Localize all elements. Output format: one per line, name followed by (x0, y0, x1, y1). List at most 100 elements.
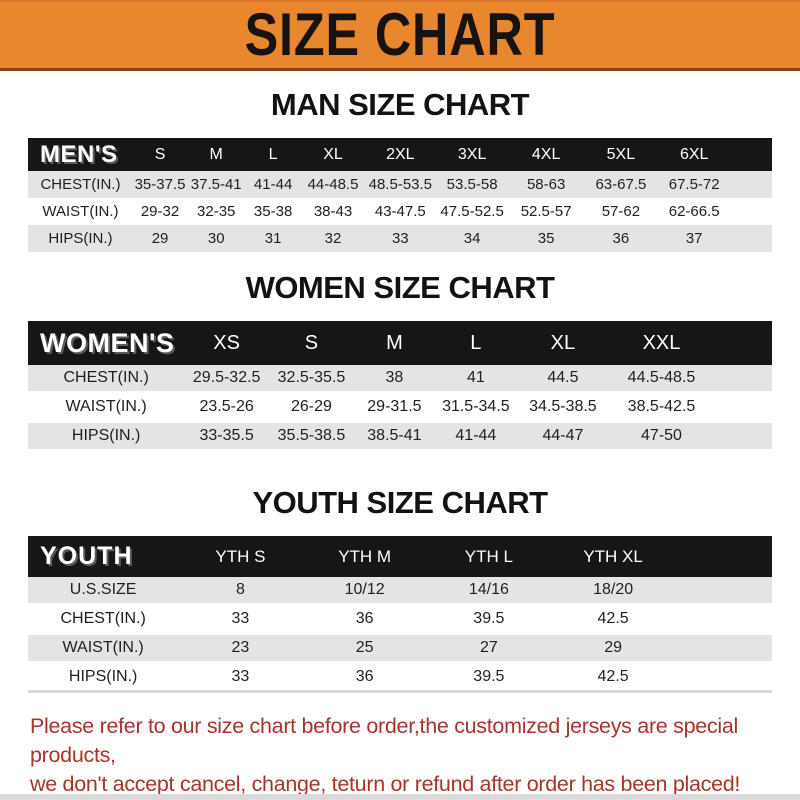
size-cell: 23 (178, 635, 303, 664)
column-header: XL (301, 138, 365, 171)
size-cell: 33-35.5 (184, 423, 270, 452)
size-cell: 34 (435, 225, 509, 252)
column-header: 2XL (364, 138, 436, 171)
row-label: U.S.SIZE (28, 577, 179, 606)
column-header: 6XL (658, 138, 731, 171)
size-cell: 36 (583, 225, 659, 252)
column-header: 4XL (508, 138, 584, 171)
size-cell: 30 (187, 225, 246, 252)
table-header-row: YOUTH YTH S YTH M YTH L YTH XL (28, 536, 772, 577)
filler-cell (675, 577, 772, 606)
column-header: L (245, 138, 302, 171)
size-cell: 33 (364, 225, 436, 252)
size-cell: 36 (302, 606, 427, 635)
size-cell: 42.5 (550, 606, 676, 635)
size-cell: 44.5 (516, 365, 610, 394)
size-cell: 32 (301, 225, 365, 252)
disclaimer-text: Please refer to our size chart before or… (30, 712, 782, 799)
row-label: HIPS(IN.) (28, 225, 133, 252)
filler-cell (730, 225, 772, 252)
filler-cell (713, 321, 772, 365)
column-header: S (269, 321, 354, 365)
column-header: XS (184, 321, 270, 365)
filler-cell (730, 171, 772, 198)
bottom-divider (0, 794, 800, 800)
table-row: CHEST(IN.) 29.5-32.5 32.5-35.5 38 41 44.5 44.5… (28, 365, 772, 394)
column-header: XL (516, 321, 610, 365)
size-cell: 48.5-53.5 (364, 171, 436, 198)
size-cell: 8 (178, 577, 303, 606)
disclaimer-line-1: Please refer to our size chart before or… (30, 714, 738, 767)
filler-cell (713, 423, 772, 452)
table-row: WAIST(IN.) 23.5-26 26-29 29-31.5 31.5-34.5 34… (28, 394, 772, 423)
column-header: M (187, 138, 246, 171)
size-cell: 36 (302, 664, 427, 693)
size-cell: 38-43 (301, 198, 365, 225)
size-cell: 29-31.5 (353, 394, 435, 423)
column-header: M (353, 321, 435, 365)
size-cell: 39.5 (426, 664, 551, 693)
size-cell: 43-47.5 (364, 198, 436, 225)
table-row: CHEST(IN.) 35-37.5 37.5-41 41-44 44-48.5 48.5… (28, 171, 772, 198)
column-header: 3XL (435, 138, 509, 171)
size-chart-banner: SIZE CHART (0, 0, 800, 71)
size-cell: 29-32 (132, 198, 188, 225)
size-cell: 26-29 (269, 394, 354, 423)
mens-size-table: MEN'S S M L XL 2XL 3XL 4XL 5XL 6XL CHEST(IN.) 35-37… (28, 138, 772, 252)
table-row: WAIST(IN.) 23 25 27 29 (28, 635, 772, 664)
column-header: L (434, 321, 517, 365)
size-cell: 42.5 (550, 664, 676, 693)
size-cell: 41 (434, 365, 517, 394)
size-cell: 38.5-41 (353, 423, 435, 452)
row-label: CHEST(IN.) (28, 171, 133, 198)
table-row: WAIST(IN.) 29-32 32-35 35-38 38-43 43-47.5 47.… (28, 198, 772, 225)
row-label: HIPS(IN.) (28, 664, 179, 693)
size-cell: 38.5-42.5 (609, 394, 714, 423)
column-header: YTH M (302, 536, 427, 577)
filler-cell (675, 536, 772, 577)
size-cell: 44-47 (516, 423, 610, 452)
size-cell: 41-44 (434, 423, 517, 452)
size-cell: 58-63 (508, 171, 584, 198)
column-header: XXL (609, 321, 714, 365)
size-cell: 35-37.5 (132, 171, 188, 198)
filler-cell (713, 394, 772, 423)
row-label: CHEST(IN.) (28, 606, 179, 635)
size-cell: 57-62 (583, 198, 659, 225)
size-cell: 44.5-48.5 (609, 365, 714, 394)
size-cell: 29 (550, 635, 676, 664)
table-row: HIPS(IN.) 33-35.5 35.5-38.5 38.5-41 41-44 44-… (28, 423, 772, 452)
size-cell: 67.5-72 (658, 171, 731, 198)
size-cell: 39.5 (426, 606, 551, 635)
size-cell: 27 (426, 635, 551, 664)
table-row: CHEST(IN.) 33 36 39.5 42.5 (28, 606, 772, 635)
filler-cell (675, 606, 772, 635)
size-cell: 47-50 (609, 423, 714, 452)
size-cell: 18/20 (550, 577, 676, 606)
table-corner-label: YOUTH (28, 536, 179, 577)
size-cell: 29 (132, 225, 188, 252)
row-label: HIPS(IN.) (28, 423, 185, 452)
row-label: WAIST(IN.) (28, 635, 179, 664)
size-cell: 41-44 (245, 171, 302, 198)
size-cell: 35 (508, 225, 584, 252)
table-header-row: WOMEN'S XS S M L XL XXL (28, 321, 772, 365)
filler-cell (675, 635, 772, 664)
size-cell: 52.5-57 (508, 198, 584, 225)
womens-section-heading: WOMEN SIZE CHART (245, 270, 555, 305)
size-cell: 35-38 (245, 198, 302, 225)
size-cell: 37 (658, 225, 731, 252)
size-cell: 25 (302, 635, 427, 664)
page-title: SIZE CHART (244, 1, 556, 68)
size-cell: 63-67.5 (583, 171, 659, 198)
filler-cell (730, 198, 772, 225)
womens-size-table: WOMEN'S XS S M L XL XXL CHEST(IN.) 29.5-32.5 32.5… (28, 321, 772, 452)
table-header-row: MEN'S S M L XL 2XL 3XL 4XL 5XL 6XL (28, 138, 772, 171)
filler-cell (730, 138, 772, 171)
row-label: CHEST(IN.) (28, 365, 185, 394)
filler-cell (675, 664, 772, 693)
size-cell: 47.5-52.5 (435, 198, 509, 225)
column-header: YTH S (178, 536, 303, 577)
size-cell: 31.5-34.5 (434, 394, 517, 423)
disclaimer-line-2: we don't accept cancel, change, teturn o… (30, 772, 741, 796)
